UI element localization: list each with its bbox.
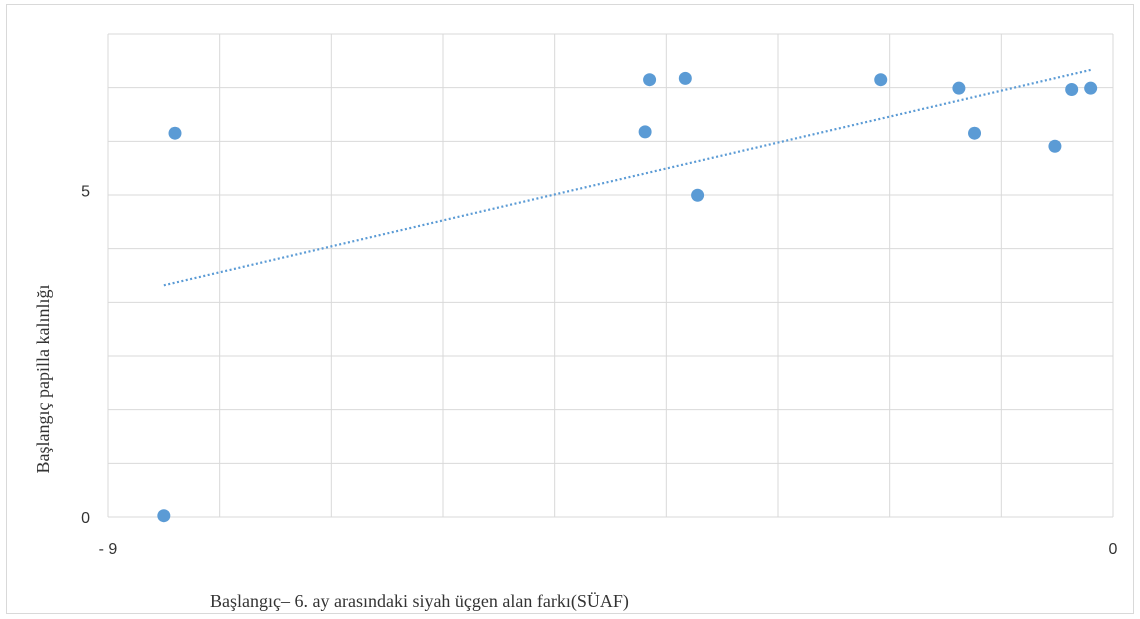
- y-tick-label: 5: [81, 184, 90, 201]
- y-tick-label: 0: [81, 510, 90, 527]
- data-point: [1084, 81, 1098, 95]
- data-point: [968, 126, 982, 140]
- gridlines: [107, 33, 1114, 518]
- y-axis-title: Başlangıç papilla kalınlığı: [33, 285, 53, 474]
- data-point: [168, 126, 182, 140]
- y-tick-labels: 50: [81, 184, 90, 527]
- data-point: [643, 73, 657, 87]
- data-point: [952, 81, 966, 95]
- data-point: [678, 71, 692, 85]
- chart-frame: [6, 4, 1134, 614]
- data-point: [1065, 82, 1079, 96]
- data-point: [691, 188, 705, 202]
- data-points: [157, 71, 1098, 523]
- x-tick-label: 0: [1109, 541, 1118, 558]
- data-point: [638, 125, 652, 139]
- data-point: [157, 509, 171, 523]
- x-tick-labels: - 9 0: [99, 541, 1118, 558]
- data-point: [874, 73, 888, 87]
- x-tick-label: - 9: [99, 541, 118, 558]
- data-point: [1048, 139, 1062, 153]
- trendline: [163, 68, 1091, 287]
- x-axis-title: Başlangıç– 6. ay arasındaki siyah üçgen …: [210, 591, 629, 612]
